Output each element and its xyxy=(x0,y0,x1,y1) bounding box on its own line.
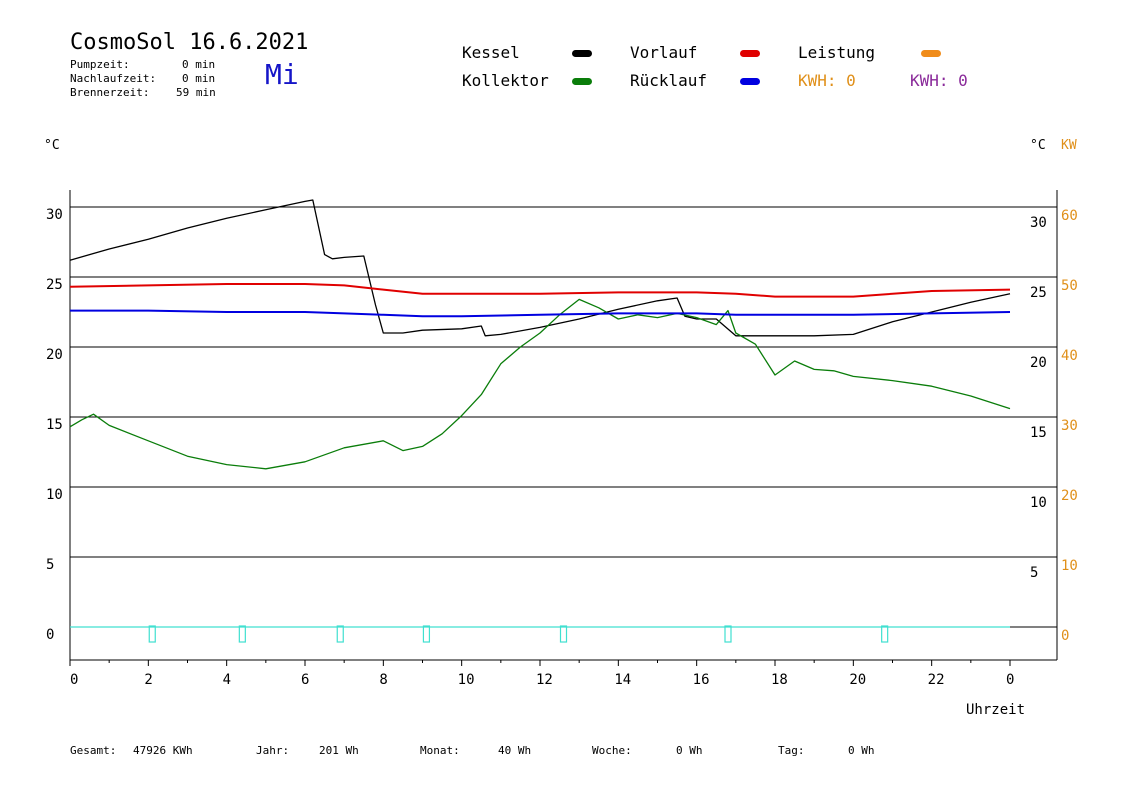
y-tick-right-kw: 40 xyxy=(1061,348,1078,364)
burner-marker xyxy=(148,625,156,643)
y-tick-right-c: 15 xyxy=(1030,425,1047,441)
legend-kollektor-swatch xyxy=(572,78,592,85)
x-tick-label: 12 xyxy=(536,672,553,688)
page-title: CosmoSol 16.6.2021 xyxy=(70,30,309,55)
y-tick-right-c: 10 xyxy=(1030,495,1047,511)
x-tick-label: 10 xyxy=(458,672,475,688)
stat-pumpzeit-label: Pumpzeit: xyxy=(70,58,130,71)
y-tick-right-kw: 60 xyxy=(1061,208,1078,224)
stat-nachlaufzeit-label: Nachlaufzeit: xyxy=(70,72,157,85)
footer-jahr-label: Jahr: xyxy=(256,744,290,757)
series-line-kollektor xyxy=(69,298,1011,470)
x-tick-label: 8 xyxy=(379,672,387,688)
x-tick-label: 14 xyxy=(614,672,631,688)
x-tick-label: 16 xyxy=(693,672,710,688)
burner-marker xyxy=(238,625,246,643)
x-tick-label: 18 xyxy=(771,672,788,688)
footer-woche-label: Woche: xyxy=(592,744,632,757)
x-tick-label: 6 xyxy=(301,672,309,688)
stat-nachlaufzeit-value: 0 min xyxy=(182,72,216,85)
series-line-vorlauf xyxy=(69,283,1011,298)
series-line-kessel xyxy=(69,199,1011,337)
y-tick-left: 5 xyxy=(46,557,54,573)
stat-brennerzeit-value: 59 min xyxy=(176,86,216,99)
y-tick-left: 10 xyxy=(46,487,63,503)
stat-brennerzeit-label: Brennerzeit: xyxy=(70,86,150,99)
footer-tag-label: Tag: xyxy=(778,744,805,757)
y-tick-left: 15 xyxy=(46,417,63,433)
legend-ruecklauf-label: Rücklauf xyxy=(630,71,708,90)
legend-vorlauf-label: Vorlauf xyxy=(630,43,698,62)
legend-kwh-purple: KWH: 0 xyxy=(910,71,968,90)
y-tick-right-c: 30 xyxy=(1030,215,1047,231)
legend-kollektor-label: Kollektor xyxy=(462,71,549,90)
stat-pumpzeit-value: 0 min xyxy=(182,58,216,71)
y-tick-right-kw: 0 xyxy=(1061,628,1069,644)
series-line-rcklauf xyxy=(70,309,1011,318)
y-tick-right-kw: 10 xyxy=(1061,558,1078,574)
burner-marker xyxy=(724,625,732,643)
legend-kessel-label: Kessel xyxy=(462,43,520,62)
legend-kessel-swatch xyxy=(572,50,592,57)
footer-jahr-value: 201 Wh xyxy=(319,744,359,757)
footer-monat-label: Monat: xyxy=(420,744,460,757)
y-tick-right-c: 5 xyxy=(1030,565,1038,581)
footer-woche-value: 0 Wh xyxy=(676,744,703,757)
y-tick-left: 30 xyxy=(46,207,63,223)
y-tick-left: 25 xyxy=(46,277,63,293)
right-axis-unit-kw: KW xyxy=(1061,138,1077,153)
x-tick-label: 2 xyxy=(144,672,152,688)
footer-tag-value: 0 Wh xyxy=(848,744,875,757)
footer-monat-value: 40 Wh xyxy=(498,744,532,757)
legend-leistung-swatch xyxy=(921,50,941,57)
y-tick-left: 20 xyxy=(46,347,63,363)
y-tick-right-kw: 30 xyxy=(1061,418,1078,434)
footer-gesamt-label: Gesamt: xyxy=(70,744,117,757)
y-tick-right-kw: 20 xyxy=(1061,488,1078,504)
burner-marker xyxy=(559,625,568,643)
x-tick-label: 22 xyxy=(928,672,945,688)
y-tick-right-kw: 50 xyxy=(1061,278,1078,294)
burner-marker xyxy=(422,625,431,643)
x-axis-label: Uhrzeit xyxy=(966,702,1026,718)
y-tick-right-c: 25 xyxy=(1030,285,1047,301)
y-tick-left: 0 xyxy=(46,627,54,643)
legend-vorlauf-swatch xyxy=(740,50,760,57)
weekday-label: Mi xyxy=(265,58,299,91)
legend-kwh-orange: KWH: 0 xyxy=(798,71,856,90)
right-axis-unit-c: °C xyxy=(1030,138,1046,153)
x-tick-label: 0 xyxy=(70,672,78,688)
legend-ruecklauf-swatch xyxy=(740,78,760,85)
x-tick-label: 20 xyxy=(849,672,866,688)
left-axis-unit: °C xyxy=(44,138,60,153)
footer-gesamt-value: 47926 KWh xyxy=(133,744,193,757)
x-tick-label: 4 xyxy=(223,672,231,688)
x-tick-label: 0 xyxy=(1006,672,1014,688)
burner-marker xyxy=(336,625,344,643)
burner-marker xyxy=(881,625,889,643)
legend-leistung-label: Leistung xyxy=(798,43,876,62)
y-tick-right-c: 20 xyxy=(1030,355,1047,371)
